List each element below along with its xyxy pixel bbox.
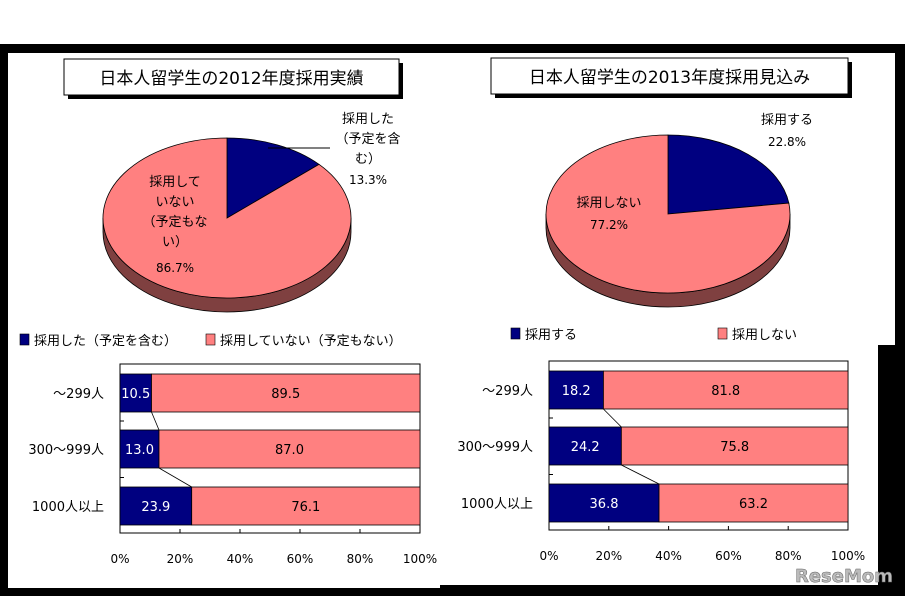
bar-segment-0 — [119, 429, 160, 469]
watermark-logo: ReseMom — [795, 566, 893, 587]
bar-segment-0 — [548, 483, 660, 523]
bar-value-label: 75.8 — [720, 440, 749, 455]
legend-label: 採用していない（予定もない） — [220, 334, 402, 349]
bar-value-label: 18.2 — [562, 384, 591, 399]
x-tick-label: 20% — [167, 552, 194, 566]
bar-value-label: 63.2 — [739, 497, 768, 512]
x-tick-label: 60% — [715, 549, 742, 563]
x-tick-label: 80% — [347, 552, 374, 566]
bar-segment-1 — [151, 373, 421, 413]
category-label: 1000人以上 — [32, 500, 104, 515]
series-line — [621, 464, 660, 485]
x-tick-label: 100% — [831, 549, 865, 563]
legend-swatch — [205, 333, 216, 346]
bar-segment-0 — [119, 486, 193, 526]
legend-label: 採用した（予定を含む） — [34, 333, 177, 349]
category-label: 300～999人 — [28, 443, 104, 458]
series-line — [158, 467, 192, 488]
category-label: 300～999人 — [457, 440, 533, 455]
series-line — [603, 408, 622, 428]
pie-label: いない — [155, 195, 194, 210]
bar-segment-0 — [548, 370, 604, 410]
pie-slice-0 — [226, 137, 320, 219]
bar-value-label: 89.5 — [271, 387, 300, 402]
bar-value-label: 76.1 — [291, 500, 320, 515]
bar-value-label: 23.9 — [141, 500, 170, 515]
pie-label: 採用した — [342, 112, 394, 127]
x-tick-label: 40% — [227, 552, 254, 566]
pie-label: 採用しない — [576, 196, 641, 211]
pie-slice-1 — [102, 137, 352, 299]
bar-value-label: 24.2 — [571, 440, 600, 455]
title-box — [63, 58, 400, 96]
pie-percent-label: 22.8% — [768, 135, 806, 149]
bar-segment-1 — [191, 486, 421, 526]
x-tick-label: 20% — [595, 549, 622, 563]
title-box — [490, 57, 849, 95]
pie-label: （予定もな — [142, 215, 207, 230]
series-line — [151, 411, 160, 431]
legend-label: 採用する — [525, 328, 577, 343]
x-tick-label: 0% — [539, 549, 558, 563]
category-label: 1000人以上 — [461, 497, 533, 512]
bar-value-label: 87.0 — [275, 443, 304, 458]
pie-slice-0 — [667, 134, 790, 215]
legend-swatch — [717, 327, 728, 340]
pie-percent-label: 77.2% — [590, 218, 628, 232]
pie-label: 採用して — [149, 175, 201, 190]
legend-swatch — [510, 327, 521, 340]
legend-label: 採用しない — [732, 328, 797, 343]
pie-percent-label: 86.7% — [156, 261, 194, 275]
bar-segment-1 — [603, 370, 849, 410]
bar-value-label: 10.5 — [121, 387, 150, 402]
x-tick-label: 80% — [775, 549, 802, 563]
bar-segment-1 — [620, 426, 849, 466]
chart-title: 日本人留学生の2012年度採用実績 — [99, 69, 363, 89]
chart-title: 日本人留学生の2013年度採用見込み — [529, 68, 810, 88]
x-tick-label: 100% — [403, 552, 437, 566]
x-tick-label: 40% — [655, 549, 682, 563]
pie-label: 採用する — [761, 113, 813, 128]
bar-segment-1 — [658, 483, 849, 523]
x-tick-label: 0% — [110, 552, 129, 566]
pie-percent-label: 13.3% — [349, 173, 387, 187]
bar-value-label: 36.8 — [590, 497, 619, 512]
pie-label: い） — [162, 235, 188, 250]
category-label: ～299人 — [482, 384, 533, 399]
bar-segment-1 — [158, 429, 421, 469]
pie-label: （予定を含 — [335, 131, 400, 147]
pie-slice-1 — [545, 134, 791, 294]
category-label: ～299人 — [53, 387, 104, 402]
x-tick-label: 60% — [287, 552, 314, 566]
legend-swatch — [19, 333, 30, 346]
pie-label: む） — [355, 152, 381, 167]
bar-value-label: 81.8 — [711, 384, 740, 399]
bar-value-label: 13.0 — [125, 443, 154, 458]
